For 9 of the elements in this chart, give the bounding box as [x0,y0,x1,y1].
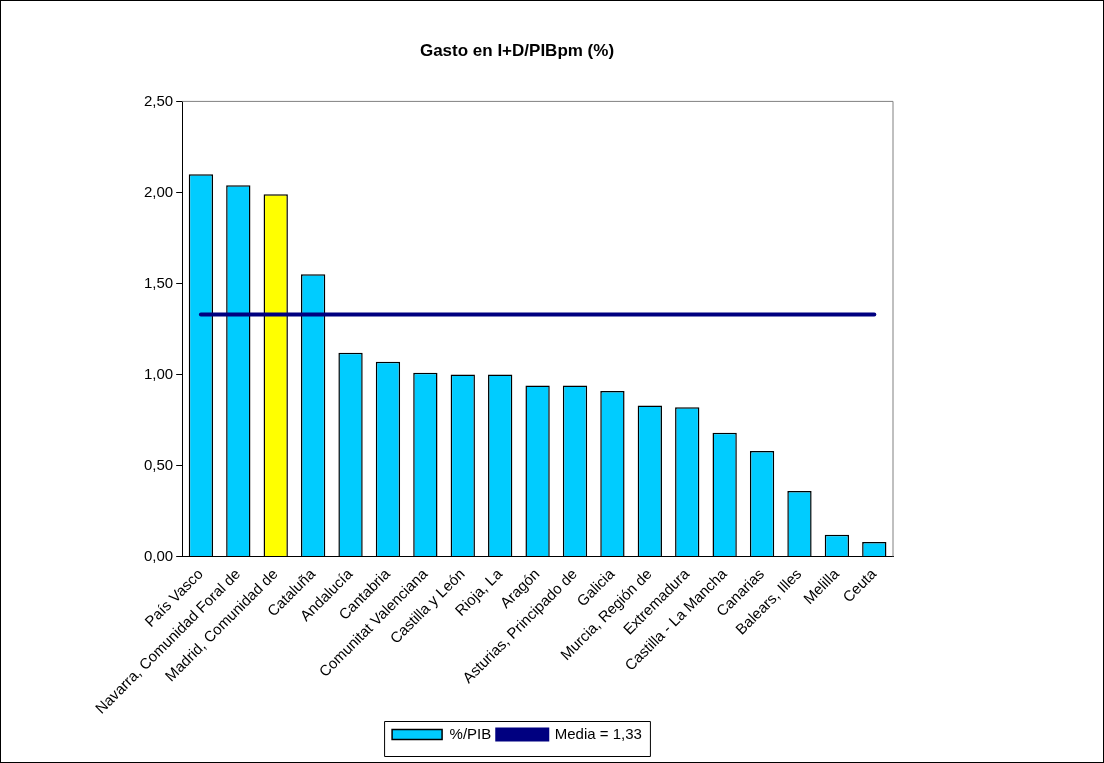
legend-label: %/PIB [449,724,492,742]
y-tick-label: 0,50 [143,455,174,473]
y-tick-label: 1,00 [143,364,174,382]
y-tick-label: 0,00 [143,546,174,564]
y-tick-label: 2,00 [143,182,174,200]
chart-title: Gasto en I+D/PIBpm (%) [419,40,615,60]
legend-label: Media = 1,33 [554,724,642,742]
y-tick-label: 2,50 [143,91,174,109]
y-tick-label: 1,50 [143,273,174,291]
